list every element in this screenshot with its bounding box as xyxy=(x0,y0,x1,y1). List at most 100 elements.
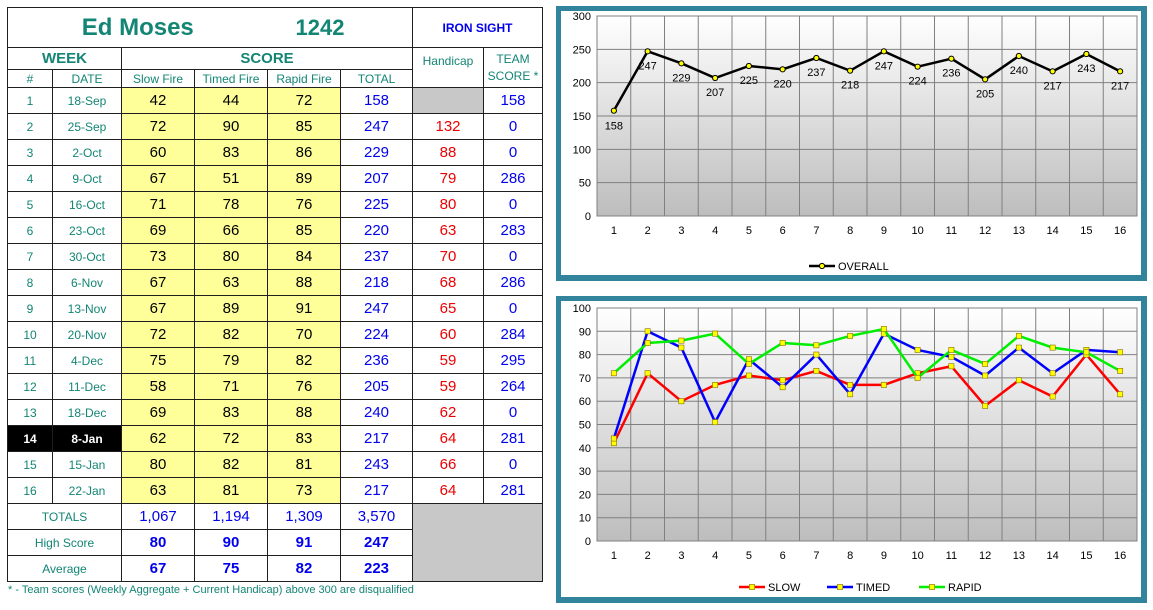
data-point xyxy=(880,48,887,55)
week-date: 25-Sep xyxy=(52,113,122,140)
rapid-score: 73 xyxy=(267,477,341,504)
handicap-value: 68 xyxy=(412,269,484,296)
table-row: 13 18-Dec 69 83 88 240 62 0 xyxy=(7,399,543,426)
data-point xyxy=(948,354,955,360)
table-row: 3 2-Oct 60 83 86 229 88 0 xyxy=(7,139,543,166)
total-score: 220 xyxy=(340,217,413,244)
week-date: 20-Nov xyxy=(52,321,122,348)
data-point xyxy=(779,384,786,391)
data-label: 224 xyxy=(908,76,926,88)
data-point xyxy=(948,363,955,370)
team-score: 283 xyxy=(483,217,543,244)
rapid-score: 76 xyxy=(267,191,341,218)
total-header: TOTAL xyxy=(340,69,413,88)
data-point xyxy=(745,372,752,379)
data-point xyxy=(982,402,989,409)
rapid-score: 76 xyxy=(267,373,341,400)
data-point xyxy=(712,74,719,82)
table-row: 16 22-Jan 63 81 73 217 64 281 xyxy=(7,477,543,504)
summary-timed: 90 xyxy=(194,529,268,556)
week-number: 15 xyxy=(7,451,53,478)
timed-score: 51 xyxy=(194,165,268,192)
data-point xyxy=(678,337,685,344)
y-tick-label: 50 xyxy=(579,420,591,432)
summary-timed: 1,194 xyxy=(194,503,268,530)
slow-score: 69 xyxy=(121,217,195,244)
x-tick-label: 1 xyxy=(611,550,617,562)
handicap-value: 70 xyxy=(412,243,484,270)
data-point xyxy=(1049,344,1056,351)
handicap-value: 79 xyxy=(412,165,484,192)
team-score: 281 xyxy=(483,425,543,452)
rapid-score: 81 xyxy=(267,451,341,478)
data-label: 243 xyxy=(1077,63,1095,75)
data-point xyxy=(847,381,854,388)
data-point xyxy=(1083,50,1090,58)
data-point xyxy=(1015,377,1022,384)
team-score: 0 xyxy=(483,113,543,140)
table-row: 11 4-Dec 75 79 82 236 59 295 xyxy=(7,347,543,374)
y-tick-label: 10 xyxy=(579,513,591,525)
data-point xyxy=(880,326,887,332)
data-point xyxy=(678,60,685,67)
data-label: 240 xyxy=(1010,65,1028,77)
total-score: 158 xyxy=(340,87,413,114)
slow-score: 75 xyxy=(121,347,195,374)
data-point xyxy=(610,370,617,377)
data-point xyxy=(745,62,752,70)
summary-slow: 67 xyxy=(121,555,195,582)
legend-label: RAPID xyxy=(948,582,982,594)
total-score: 236 xyxy=(340,347,413,374)
data-label: 217 xyxy=(1043,80,1061,92)
data-point xyxy=(1049,68,1056,75)
data-point xyxy=(712,381,719,388)
summary-rapid: 82 xyxy=(267,555,341,582)
x-tick-label: 7 xyxy=(813,550,819,562)
legend-label: SLOW xyxy=(768,582,801,594)
date-header: DATE xyxy=(52,69,122,88)
table-row: 14 8-Jan 62 72 83 217 64 281 xyxy=(7,425,543,452)
data-point xyxy=(880,381,887,388)
total-score: 237 xyxy=(340,243,413,270)
table-row: 6 23-Oct 69 66 85 220 63 283 xyxy=(7,217,543,244)
week-number: 8 xyxy=(7,269,53,296)
rapid-score: 84 xyxy=(267,243,341,270)
handicap-value: 80 xyxy=(412,191,484,218)
data-point xyxy=(678,398,685,405)
y-tick-label: 300 xyxy=(573,11,591,23)
week-number: 9 xyxy=(7,295,53,322)
total-score: 229 xyxy=(340,139,413,166)
shooter-name: Ed Moses xyxy=(81,13,194,41)
rapid-score: 88 xyxy=(267,399,341,426)
handicap-value: 88 xyxy=(412,139,484,166)
data-point xyxy=(914,375,921,381)
rapid-score: 86 xyxy=(267,139,341,166)
data-label: 247 xyxy=(638,60,656,72)
week-date: 23-Oct xyxy=(52,217,122,244)
summary-timed: 75 xyxy=(194,555,268,582)
timed-score: 71 xyxy=(194,373,268,400)
legend-marker xyxy=(837,584,843,590)
y-tick-label: 200 xyxy=(573,78,591,90)
table-row: 1 18-Sep 42 44 72 158 158 xyxy=(7,87,543,114)
x-tick-label: 10 xyxy=(912,225,924,237)
breakdown-chart-panel: 0 10 20 30 40 50 60 70 80 90 100 1 2 3 4 5 6 7 8 9 10 11 12 13 1… xyxy=(556,296,1147,603)
table-row: 15 15-Jan 80 82 81 243 66 0 xyxy=(7,451,543,478)
x-tick-label: 16 xyxy=(1114,225,1126,237)
total-score: 207 xyxy=(340,165,413,192)
data-label: 225 xyxy=(740,75,758,87)
data-point xyxy=(610,107,617,114)
shooter-class: IRON SIGHT xyxy=(412,7,543,48)
team-score: 286 xyxy=(483,165,543,192)
week-number: 6 xyxy=(7,217,53,244)
y-tick-label: 60 xyxy=(579,396,591,408)
week-number: 13 xyxy=(7,399,53,426)
week-date: 30-Oct xyxy=(52,243,122,270)
data-label: 237 xyxy=(807,67,825,79)
table-row: 2 25-Sep 72 90 85 247 132 0 xyxy=(7,113,543,140)
data-label: 220 xyxy=(773,78,791,90)
week-number: 16 xyxy=(7,477,53,504)
data-point xyxy=(644,370,651,377)
table-row: 8 6-Nov 67 63 88 218 68 286 xyxy=(7,269,543,296)
series-line-slow xyxy=(612,352,1122,444)
